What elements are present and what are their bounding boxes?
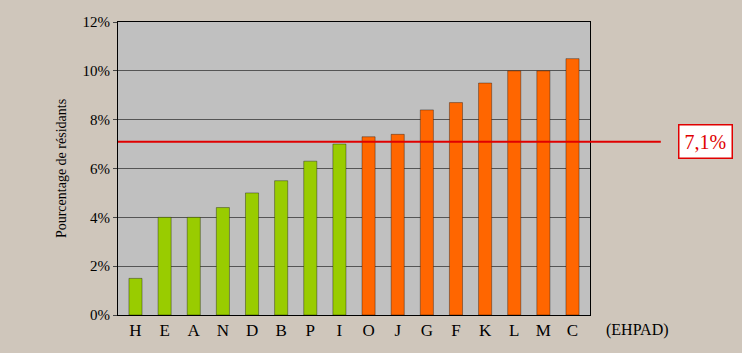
svg-text:B: B	[275, 321, 286, 340]
svg-text:L: L	[509, 321, 519, 340]
svg-text:G: G	[421, 321, 433, 340]
svg-text:A: A	[188, 321, 201, 340]
svg-text:Pourcentage de résidants: Pourcentage de résidants	[54, 99, 69, 238]
svg-text:12%: 12%	[83, 14, 111, 30]
svg-text:2%: 2%	[90, 258, 110, 274]
svg-text:J: J	[394, 321, 401, 340]
svg-text:O: O	[362, 321, 374, 340]
svg-text:4%: 4%	[90, 210, 110, 226]
svg-text:0%: 0%	[90, 307, 110, 323]
svg-text:8%: 8%	[90, 112, 110, 128]
svg-text:H: H	[129, 321, 141, 340]
svg-text:(EHPAD): (EHPAD)	[606, 321, 669, 339]
svg-text:E: E	[159, 321, 169, 340]
svg-text:K: K	[479, 321, 492, 340]
svg-text:6%: 6%	[90, 161, 110, 177]
svg-text:C: C	[567, 321, 578, 340]
svg-text:I: I	[337, 321, 343, 340]
svg-text:M: M	[536, 321, 551, 340]
svg-text:F: F	[451, 321, 460, 340]
svg-text:7,1%: 7,1%	[685, 131, 727, 153]
svg-text:P: P	[306, 321, 315, 340]
svg-text:D: D	[246, 321, 258, 340]
svg-text:10%: 10%	[83, 63, 111, 79]
svg-text:N: N	[217, 321, 229, 340]
